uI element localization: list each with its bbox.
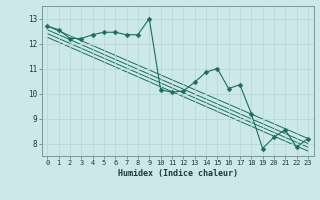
X-axis label: Humidex (Indice chaleur): Humidex (Indice chaleur) <box>118 169 237 178</box>
